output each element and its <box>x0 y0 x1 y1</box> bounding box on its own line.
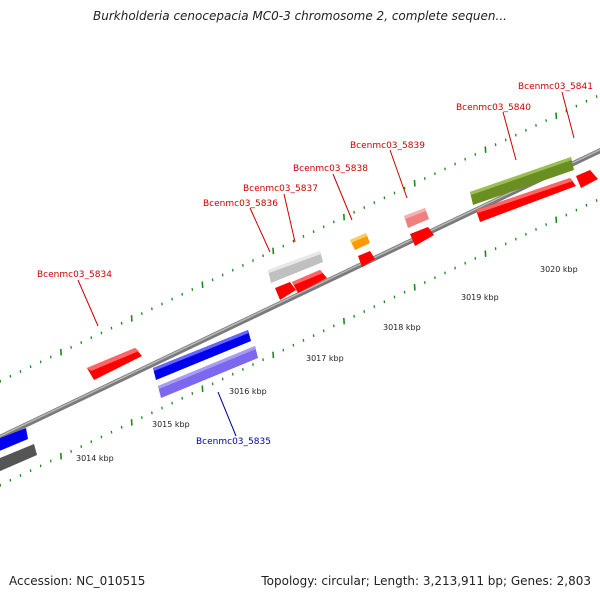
leader-5839 <box>389 149 408 199</box>
chromosome-backbone-highlight <box>0 148 600 438</box>
gene-feature-5840[interactable] <box>470 157 574 205</box>
genome-summary-text: Topology: circular; Length: 3,213,911 bp… <box>261 574 591 588</box>
gene-feature-5836[interactable] <box>268 251 323 283</box>
label-leader-lines <box>77 91 575 437</box>
scale-label-3019: 3019 kbp <box>461 293 499 302</box>
gene-feature-5835[interactable] <box>153 330 251 380</box>
gene-label-5840[interactable]: Bcenmc03_5840 <box>456 103 531 113</box>
scale-label-3020: 3020 kbp <box>540 265 578 274</box>
gene-feature-5840-red[interactable] <box>476 178 576 222</box>
scale-label-3016: 3016 kbp <box>229 387 267 396</box>
tick-marks <box>0 95 598 487</box>
leader-5836 <box>249 207 271 253</box>
scale-label-3014: 3014 kbp <box>76 454 114 463</box>
gene-feature-5838[interactable] <box>350 233 370 250</box>
gene-label-5835[interactable]: Bcenmc03_5835 <box>196 437 271 447</box>
leader-5838 <box>332 173 353 221</box>
gene-feature-5839[interactable] <box>404 208 429 228</box>
gene-feature-5836-small[interactable] <box>275 282 296 300</box>
scale-label-3018: 3018 kbp <box>383 323 421 332</box>
leader-5841 <box>561 91 575 139</box>
gene-feature-left-gray[interactable] <box>0 444 37 472</box>
leader-5837 <box>283 193 296 243</box>
accession-text: Accession: NC_010515 <box>9 574 146 588</box>
gene-label-5839[interactable]: Bcenmc03_5839 <box>350 141 425 151</box>
chromosome-backbone <box>0 148 600 440</box>
gene-feature-purple[interactable] <box>158 346 258 398</box>
gene-feature-5837[interactable] <box>292 270 327 293</box>
gene-label-5838[interactable]: Bcenmc03_5838 <box>293 164 368 174</box>
gene-feature-5834[interactable] <box>87 348 142 380</box>
gene-feature-5841[interactable] <box>576 170 598 188</box>
leader-5835 <box>217 391 237 437</box>
gene-label-5834[interactable]: Bcenmc03_5834 <box>37 270 112 280</box>
leader-5834 <box>77 279 99 327</box>
gene-feature-5839-small[interactable] <box>410 227 434 246</box>
scale-label-3015: 3015 kbp <box>152 420 190 429</box>
scale-label-3017: 3017 kbp <box>306 354 344 363</box>
gene-feature-left-blue[interactable] <box>0 428 28 452</box>
map-title: Burkholderia cenocepacia MC0-3 chromosom… <box>93 9 507 23</box>
leader-5840 <box>502 111 517 161</box>
gene-label-5836[interactable]: Bcenmc03_5836 <box>203 199 278 209</box>
gene-label-5837[interactable]: Bcenmc03_5837 <box>243 184 318 194</box>
gene-feature-5838-small[interactable] <box>358 251 375 267</box>
gene-label-5841[interactable]: Bcenmc03_5841 <box>518 82 593 92</box>
